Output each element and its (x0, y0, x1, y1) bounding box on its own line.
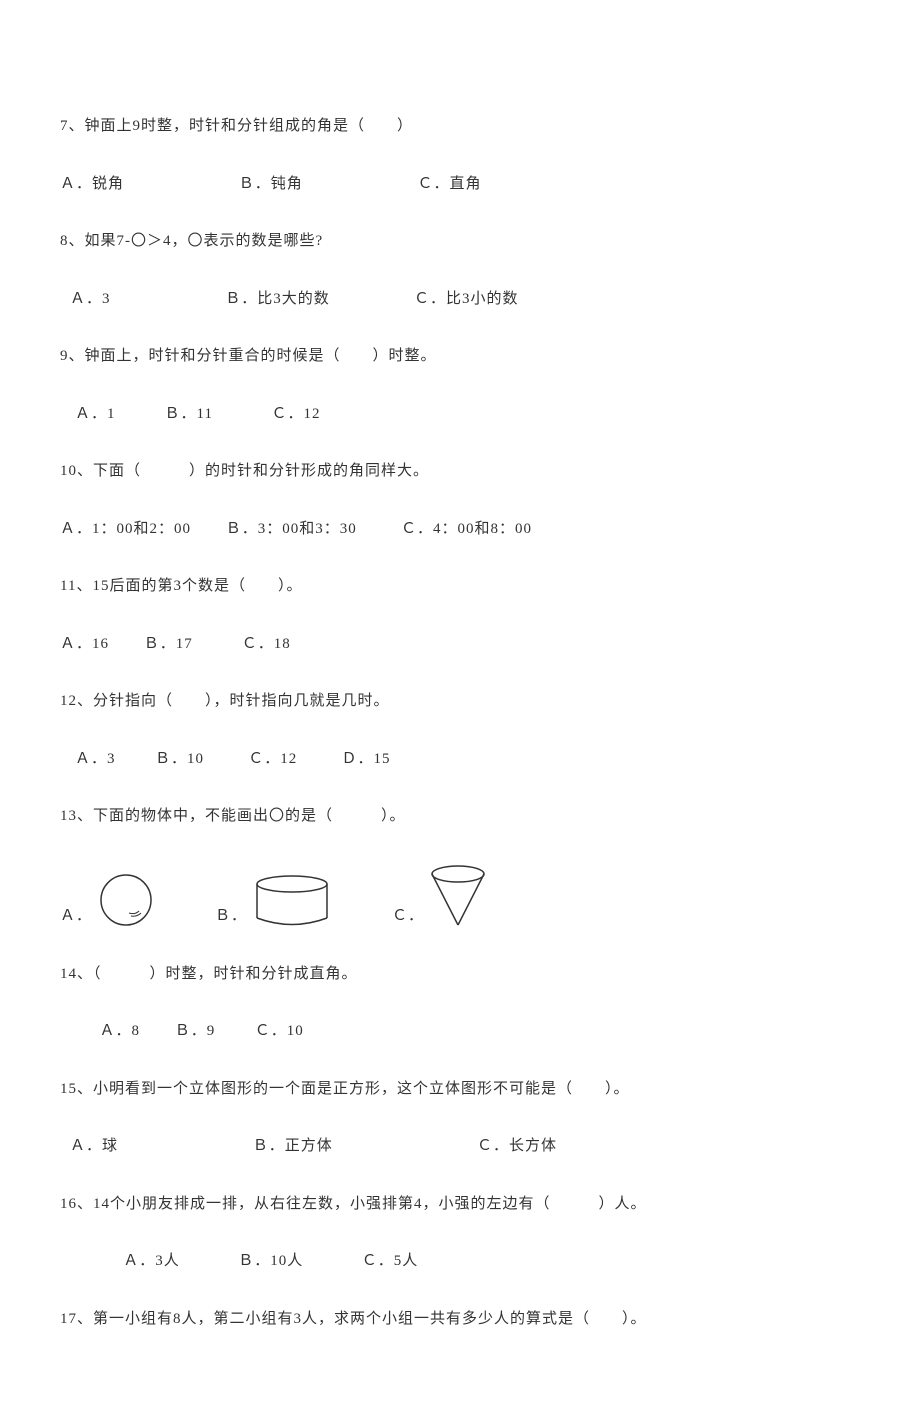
question-8: 8、如果7-〇＞4，〇表示的数是哪些? (60, 230, 860, 253)
option-7b: Ｂ．钝角 (239, 176, 303, 192)
question-13-options: Ａ． Ｂ． Ｃ． (60, 863, 860, 928)
question-8-options: Ａ．3 Ｂ．比3大的数 Ｃ．比3小的数 (60, 288, 860, 311)
option-16b: Ｂ．10人 (238, 1253, 303, 1269)
question-9: 9、钟面上，时针和分针重合的时候是（ ）时整。 (60, 345, 860, 368)
question-11-options: Ａ．16 Ｂ．17 Ｃ．18 (60, 633, 860, 656)
question-12-options: Ａ．3 Ｂ．10 Ｃ．12 Ｄ．15 (60, 748, 860, 771)
option-13c-item: Ｃ． (392, 863, 487, 928)
option-8b: Ｂ．比3大的数 (225, 291, 330, 307)
question-10-options: Ａ．1：00和2：00 Ｂ．3：00和3：30 Ｃ．4：00和8：00 (60, 518, 860, 541)
option-13a: Ａ． (60, 905, 92, 928)
question-7: 7、钟面上9时整，时针和分针组成的角是（ ） (60, 115, 860, 138)
option-16c: Ｃ．5人 (362, 1253, 419, 1269)
option-12c: Ｃ．12 (248, 751, 297, 767)
option-12d: Ｄ．15 (342, 751, 391, 767)
option-15b: Ｂ．正方体 (253, 1138, 333, 1154)
question-7-options: Ａ．锐角 Ｂ．钝角 Ｃ．直角 (60, 173, 860, 196)
question-12: 12、分针指向（ ），时针指向几就是几时。 (60, 690, 860, 713)
option-14a: Ａ．8 (100, 1023, 141, 1039)
option-12b: Ｂ．10 (155, 751, 204, 767)
question-11: 11、15后面的第3个数是（ ）。 (60, 575, 860, 598)
option-7c: Ｃ．直角 (418, 176, 482, 192)
question-14-options: Ａ．8 Ｂ．9 Ｃ．10 (60, 1020, 860, 1043)
option-16a: Ａ．3人 (123, 1253, 180, 1269)
option-13c: Ｃ． (392, 905, 424, 928)
option-9a: Ａ．1 (75, 406, 116, 422)
option-8c: Ｃ．比3小的数 (414, 291, 519, 307)
question-15-options: Ａ．球 Ｂ．正方体 Ｃ．长方体 (60, 1135, 860, 1158)
option-11c: Ｃ．18 (242, 636, 291, 652)
option-8a: Ａ．3 (70, 291, 111, 307)
option-7a: Ａ．锐角 (60, 176, 124, 192)
option-9c: Ｃ．12 (271, 406, 320, 422)
option-14c: Ｃ．10 (255, 1023, 304, 1039)
option-15a: Ａ．球 (70, 1138, 118, 1154)
cone-icon (429, 863, 487, 928)
option-13a-item: Ａ． (60, 873, 215, 928)
cylinder-icon (252, 873, 332, 928)
question-15: 15、小明看到一个立体图形的一个面是正方形，这个立体图形不可能是（ ）。 (60, 1078, 860, 1101)
option-9b: Ｂ．11 (165, 406, 213, 422)
option-11b: Ｂ．17 (144, 636, 193, 652)
option-14b: Ｂ．9 (175, 1023, 216, 1039)
option-10b: Ｂ．3：00和3：30 (226, 521, 357, 537)
question-14: 14、（ ）时整，时针和分针成直角。 (60, 963, 860, 986)
sphere-icon (97, 873, 155, 928)
question-16: 16、14个小朋友排成一排，从右往左数，小强排第4，小强的左边有（ ）人。 (60, 1193, 860, 1216)
option-10a: Ａ．1：00和2：00 (60, 521, 191, 537)
question-10: 10、下面（ ）的时针和分针形成的角同样大。 (60, 460, 860, 483)
option-13b: Ｂ． (215, 905, 247, 928)
option-10c: Ｃ．4：00和8：00 (401, 521, 532, 537)
question-9-options: Ａ．1 Ｂ．11 Ｃ．12 (60, 403, 860, 426)
question-16-options: Ａ．3人 Ｂ．10人 Ｃ．5人 (60, 1250, 860, 1273)
question-13: 13、下面的物体中，不能画出〇的是（ ）。 (60, 805, 860, 828)
option-12a: Ａ．3 (75, 751, 116, 767)
option-13b-item: Ｂ． (215, 873, 392, 928)
option-11a: Ａ．16 (60, 636, 109, 652)
option-15c: Ｃ．长方体 (477, 1138, 557, 1154)
question-17: 17、第一小组有8人，第二小组有3人，求两个小组一共有多少人的算式是（ ）。 (60, 1308, 860, 1331)
